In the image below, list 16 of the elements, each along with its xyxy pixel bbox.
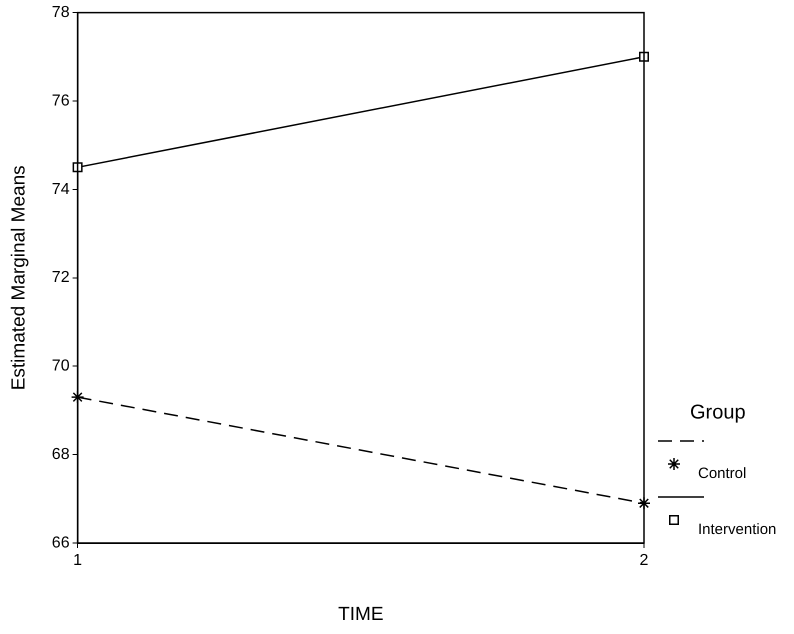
y-tick-label: 72: [52, 269, 70, 286]
y-tick-label: 70: [52, 358, 70, 375]
y-tick-label: 76: [52, 92, 70, 110]
y-tick-label: 66: [52, 534, 70, 552]
x-tick-label: 2: [640, 552, 649, 570]
y-axis-title: Estimated Marginal Means: [8, 165, 30, 390]
x-tick-label: 1: [73, 552, 82, 570]
legend-label: Intervention: [698, 521, 776, 538]
legend-title: Group: [690, 402, 746, 424]
x-axis-title: TIME: [338, 604, 384, 625]
legend-label: Control: [698, 465, 746, 482]
y-tick-label: 78: [52, 4, 70, 22]
point: [70, 390, 84, 404]
point: [637, 496, 651, 510]
y-tick-label: 74: [52, 180, 70, 198]
y-tick-label: 68: [52, 446, 70, 464]
